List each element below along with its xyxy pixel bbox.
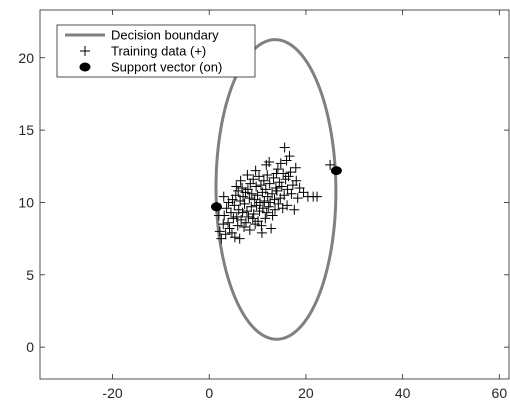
training-point [264, 178, 275, 189]
training-point [246, 201, 257, 212]
training-point [292, 193, 303, 204]
training-point [274, 177, 285, 188]
training-point [248, 209, 259, 220]
training-point [239, 222, 250, 233]
training-point [269, 204, 280, 215]
training-point [279, 190, 290, 201]
training-point [272, 164, 283, 175]
legend-plus-swatch [80, 46, 90, 56]
training-point [221, 203, 232, 214]
x-tick-label: 60 [492, 385, 508, 401]
training-point [223, 217, 234, 228]
training-point [261, 207, 272, 218]
legend-entry-label: Support vector (on) [111, 60, 222, 75]
training-point [244, 193, 255, 204]
support-vector-layer [210, 166, 342, 212]
training-point [263, 201, 274, 212]
training-point [283, 171, 294, 182]
training-point [232, 220, 243, 231]
training-point [235, 175, 246, 186]
training-point [224, 223, 235, 234]
legend-entry-label: Training data (+) [111, 44, 206, 59]
training-point [244, 224, 255, 235]
training-point [229, 232, 240, 243]
training-point [275, 158, 286, 169]
training-point [290, 162, 301, 173]
training-point [231, 181, 242, 192]
training-point [273, 198, 284, 209]
plot-frame [39, 9, 510, 380]
x-tick-label: 40 [395, 385, 411, 401]
y-tick-label: 5 [26, 267, 34, 283]
training-point [294, 182, 305, 193]
training-point [218, 219, 229, 230]
training-point [250, 165, 261, 176]
training-point [251, 181, 262, 192]
training-point [248, 174, 259, 185]
y-tick-label: 10 [18, 194, 34, 210]
training-point [269, 194, 280, 205]
training-point [289, 204, 300, 215]
ticks-layer: -20 0 20 40 60 0 5 10 15 20 [18, 10, 509, 401]
y-tick-label: 20 [18, 50, 34, 66]
training-point [225, 207, 236, 218]
training-point [254, 197, 265, 208]
points-layer [211, 142, 336, 244]
training-point [260, 213, 271, 224]
training-point [271, 168, 282, 179]
training-point [239, 198, 250, 209]
boundary-layer [214, 38, 338, 341]
x-tick-label: 20 [298, 385, 314, 401]
training-point [220, 229, 231, 240]
training-point [262, 169, 273, 180]
training-point [282, 184, 293, 195]
training-point [291, 175, 302, 186]
legend-entry-label: Decision boundary [111, 28, 219, 43]
training-point [257, 203, 268, 214]
training-point [282, 200, 293, 211]
training-point [241, 206, 252, 217]
training-point [271, 185, 282, 196]
training-point [284, 151, 295, 162]
legend-dot-swatch [79, 62, 91, 72]
x-tick-label: -20 [102, 385, 122, 401]
training-point [247, 213, 258, 224]
training-point [267, 210, 278, 221]
training-point [213, 210, 224, 221]
training-point [260, 184, 271, 195]
training-point [279, 142, 290, 153]
training-point [229, 200, 240, 211]
training-point [216, 233, 227, 244]
training-point [243, 211, 254, 222]
support-vector-point [210, 202, 222, 212]
y-tick-label: 15 [18, 122, 34, 138]
training-point [285, 167, 296, 178]
training-point [298, 187, 309, 198]
training-point [276, 181, 287, 192]
training-point [242, 169, 253, 180]
training-point [266, 223, 277, 234]
support-vector-point [330, 166, 342, 176]
training-point [256, 227, 267, 238]
training-point [242, 184, 253, 195]
training-point [312, 191, 323, 202]
training-point [246, 188, 257, 199]
training-point [258, 175, 269, 186]
training-point [234, 233, 245, 244]
decision-boundary-line [214, 38, 338, 341]
training-point [286, 188, 297, 199]
training-point [218, 191, 229, 202]
training-point [325, 159, 336, 170]
training-point [214, 226, 225, 237]
x-tick-label: 0 [205, 385, 213, 401]
training-point [230, 190, 241, 201]
training-point [254, 171, 265, 182]
training-point [237, 207, 248, 218]
training-point [264, 156, 275, 167]
training-point [238, 191, 249, 202]
training-point [240, 217, 251, 228]
y-tick-label: 0 [26, 339, 34, 355]
